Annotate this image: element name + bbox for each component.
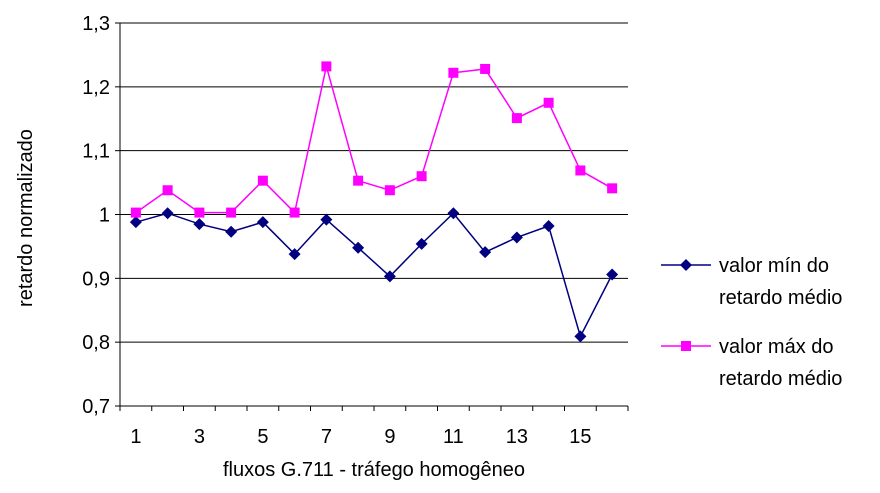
y-tick-label: 0,8: [82, 332, 110, 354]
y-tick-label: 1: [99, 205, 110, 227]
x-tick-label: 1: [130, 426, 141, 448]
data-point: [289, 207, 300, 218]
legend-label: retardo médio: [719, 368, 842, 390]
y-tick-label: 1,3: [82, 13, 110, 35]
data-point: [447, 207, 460, 220]
x-tick-label: 5: [257, 426, 268, 448]
data-point: [288, 248, 301, 261]
x-tick-label: 13: [506, 426, 528, 448]
y-axis-label: retardo normalizado: [15, 129, 37, 307]
x-tick-label: 15: [569, 426, 591, 448]
y-tick-label: 0,9: [82, 268, 110, 290]
series-line: [135, 212, 613, 339]
data-point: [194, 207, 205, 218]
x-tick-label: 3: [194, 426, 205, 448]
data-point: [321, 61, 332, 72]
y-tick-label: 1,1: [82, 141, 110, 163]
y-axis-ticks: 0,7 0,8 0,9 1 1,1 1,2 1,3: [82, 13, 120, 418]
legend-label: valor máx do: [719, 336, 834, 358]
x-tick-label: 9: [384, 426, 395, 448]
series-line: [135, 66, 613, 215]
legend-label: valor mín do: [719, 255, 829, 277]
data-point: [574, 330, 587, 343]
gridlines: [120, 22, 628, 343]
data-point: [352, 241, 365, 254]
x-tick-label: 7: [321, 426, 332, 448]
legend-label: retardo médio: [719, 287, 842, 309]
data-point: [480, 63, 491, 74]
data-point: [511, 113, 522, 124]
x-axis-label: fluxos G.711 - tráfego homogêneo: [223, 459, 525, 481]
data-point: [606, 268, 619, 281]
data-point: [161, 207, 174, 220]
data-point: [448, 67, 459, 78]
data-point: [162, 185, 173, 196]
data-point: [607, 183, 618, 194]
x-axis-ticks: 1 3 5 7 9 11 13 15: [119, 406, 629, 448]
data-point: [129, 216, 142, 229]
series-2: [130, 61, 618, 218]
legend-item: valor mín do retardo médio: [661, 255, 842, 309]
data-point: [193, 218, 206, 231]
data-point: [320, 213, 333, 226]
data-point: [383, 270, 396, 283]
data-point: [479, 246, 492, 259]
data-point: [416, 171, 427, 182]
x-tick-label: 11: [443, 426, 464, 448]
legend-marker: [681, 341, 691, 351]
series-group: [129, 61, 619, 343]
data-point: [256, 216, 269, 229]
data-point: [542, 219, 555, 232]
data-point: [257, 175, 268, 186]
y-tick-label: 1,2: [82, 77, 110, 99]
data-point: [510, 231, 523, 244]
data-point: [575, 165, 586, 176]
y-tick-label: 0,7: [82, 396, 110, 418]
data-point: [130, 207, 141, 218]
data-point: [543, 97, 554, 108]
legend-marker: [680, 259, 692, 271]
data-point: [225, 225, 238, 238]
data-point: [226, 207, 237, 218]
series-1: [129, 207, 619, 343]
data-point: [353, 175, 364, 186]
data-point: [384, 185, 395, 196]
data-point: [415, 237, 428, 250]
legend: valor mín do retardo médio valor máx do ret…: [661, 255, 842, 390]
legend-item: valor máx do retardo médio: [661, 336, 842, 390]
